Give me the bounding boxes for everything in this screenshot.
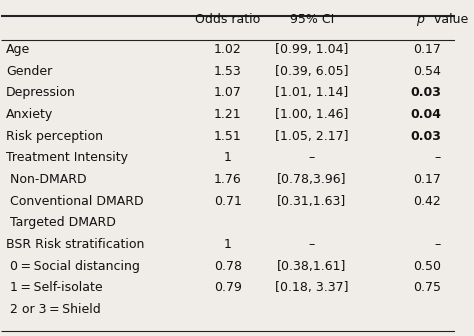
Text: –: – [309, 238, 315, 251]
Text: Targeted DMARD: Targeted DMARD [6, 216, 116, 229]
Text: 2 or 3 = Shield: 2 or 3 = Shield [6, 303, 100, 316]
Text: [1.05, 2.17]: [1.05, 2.17] [275, 130, 348, 143]
Text: Depression: Depression [6, 86, 76, 99]
Text: Non-DMARD: Non-DMARD [6, 173, 87, 186]
Text: –: – [309, 151, 315, 164]
Text: [0.31,1.63]: [0.31,1.63] [277, 195, 346, 208]
Text: Gender: Gender [6, 65, 52, 78]
Text: [0.18, 3.37]: [0.18, 3.37] [275, 281, 348, 294]
Text: 0.50: 0.50 [413, 260, 441, 272]
Text: 1.53: 1.53 [214, 65, 242, 78]
Text: 0.03: 0.03 [410, 86, 441, 99]
Text: [0.39, 6.05]: [0.39, 6.05] [275, 65, 348, 78]
Text: 0.42: 0.42 [413, 195, 441, 208]
Text: Treatment Intensity: Treatment Intensity [6, 151, 128, 164]
Text: 0.17: 0.17 [413, 173, 441, 186]
Text: Age: Age [6, 43, 30, 56]
Text: [0.99, 1.04]: [0.99, 1.04] [275, 43, 348, 56]
Text: 0.54: 0.54 [413, 65, 441, 78]
Text: [0.78,3.96]: [0.78,3.96] [277, 173, 346, 186]
Text: 1: 1 [224, 238, 232, 251]
Text: 1: 1 [224, 151, 232, 164]
Text: Anxiety: Anxiety [6, 108, 53, 121]
Text: –: – [435, 238, 441, 251]
Text: Odds ratio: Odds ratio [195, 13, 261, 26]
Text: 0.71: 0.71 [214, 195, 242, 208]
Text: 0.75: 0.75 [413, 281, 441, 294]
Text: 1.76: 1.76 [214, 173, 242, 186]
Text: [1.00, 1.46]: [1.00, 1.46] [275, 108, 348, 121]
Text: –: – [435, 151, 441, 164]
Text: [1.01, 1.14]: [1.01, 1.14] [275, 86, 348, 99]
Text: 1.21: 1.21 [214, 108, 242, 121]
Text: 0.78: 0.78 [214, 260, 242, 272]
Text: 1.51: 1.51 [214, 130, 242, 143]
Text: Risk perception: Risk perception [6, 130, 103, 143]
Text: 0.03: 0.03 [410, 130, 441, 143]
Text: p: p [416, 13, 424, 26]
Text: 1.02: 1.02 [214, 43, 242, 56]
Text: [0.38,1.61]: [0.38,1.61] [277, 260, 346, 272]
Text: 0.04: 0.04 [410, 108, 441, 121]
Text: 1.07: 1.07 [214, 86, 242, 99]
Text: 1 = Self-isolate: 1 = Self-isolate [6, 281, 102, 294]
Text: 0.17: 0.17 [413, 43, 441, 56]
Text: 0 = Social distancing: 0 = Social distancing [6, 260, 140, 272]
Text: Conventional DMARD: Conventional DMARD [6, 195, 144, 208]
Text: 0.79: 0.79 [214, 281, 242, 294]
Text: BSR Risk stratification: BSR Risk stratification [6, 238, 144, 251]
Text: 95% CI: 95% CI [290, 13, 334, 26]
Text: value: value [429, 13, 468, 26]
